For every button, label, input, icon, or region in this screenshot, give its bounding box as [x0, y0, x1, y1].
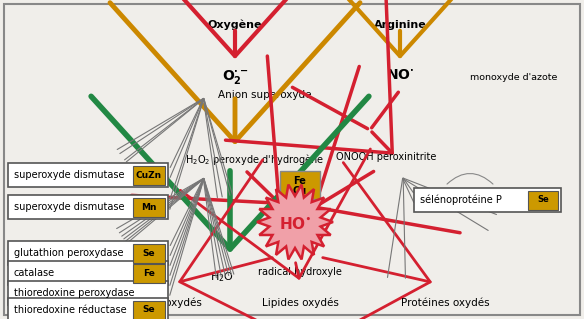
Polygon shape	[257, 185, 333, 259]
Text: $\mathbf{NO^{\bullet}}$: $\mathbf{NO^{\bullet}}$	[386, 68, 414, 82]
FancyBboxPatch shape	[133, 197, 165, 217]
Text: Fe: Fe	[143, 269, 155, 278]
FancyBboxPatch shape	[280, 171, 320, 199]
Text: H$_2$O$_2$ peroxyde d'hydrogène: H$_2$O$_2$ peroxyde d'hydrogène	[185, 152, 325, 167]
Text: Lipides oxydés: Lipides oxydés	[262, 297, 339, 308]
Text: Arginine: Arginine	[374, 20, 426, 30]
Text: monoxyde d'azote: monoxyde d'azote	[470, 73, 557, 83]
Text: Se: Se	[142, 306, 155, 315]
Text: ADN oxydés: ADN oxydés	[138, 297, 201, 308]
FancyBboxPatch shape	[414, 188, 561, 212]
Text: Fe: Fe	[294, 176, 307, 186]
Text: Se: Se	[537, 196, 549, 204]
Text: thioredoxine peroxydase: thioredoxine peroxydase	[14, 288, 134, 298]
Text: thioredoxine réductase: thioredoxine réductase	[14, 305, 127, 315]
Text: Mn: Mn	[141, 203, 157, 211]
Text: CuZn: CuZn	[136, 170, 162, 180]
Text: superoxyde dismutase: superoxyde dismutase	[14, 170, 124, 180]
Text: ONOOH peroxinitrite: ONOOH peroxinitrite	[336, 152, 436, 162]
FancyBboxPatch shape	[8, 281, 168, 305]
FancyBboxPatch shape	[133, 166, 165, 184]
Text: Se: Se	[142, 249, 155, 257]
Text: $\mathbf{O_2^{\bullet -}}$: $\mathbf{O_2^{\bullet -}}$	[222, 68, 248, 86]
Text: radical hydroxyle: radical hydroxyle	[258, 267, 342, 277]
Text: HO$^{\bullet}$: HO$^{\bullet}$	[279, 216, 311, 232]
FancyBboxPatch shape	[8, 195, 168, 219]
Text: catalase: catalase	[14, 268, 55, 278]
Text: Oxygène: Oxygène	[208, 20, 262, 31]
FancyBboxPatch shape	[8, 298, 168, 319]
FancyBboxPatch shape	[8, 163, 168, 187]
Text: superoxyde dismutase: superoxyde dismutase	[14, 202, 124, 212]
FancyBboxPatch shape	[8, 261, 168, 285]
Text: H$_2$O: H$_2$O	[210, 270, 234, 284]
FancyBboxPatch shape	[8, 241, 168, 265]
Text: Anion superoxyde: Anion superoxyde	[218, 90, 312, 100]
Text: Cu: Cu	[293, 186, 307, 196]
FancyBboxPatch shape	[528, 190, 558, 210]
Text: Protéines oxydés: Protéines oxydés	[401, 297, 489, 308]
FancyBboxPatch shape	[133, 243, 165, 263]
FancyBboxPatch shape	[133, 300, 165, 319]
FancyBboxPatch shape	[4, 4, 580, 315]
Text: sélénoprotéine P: sélénoprotéine P	[420, 195, 502, 205]
Text: glutathion peroxydase: glutathion peroxydase	[14, 248, 123, 258]
FancyBboxPatch shape	[133, 263, 165, 283]
